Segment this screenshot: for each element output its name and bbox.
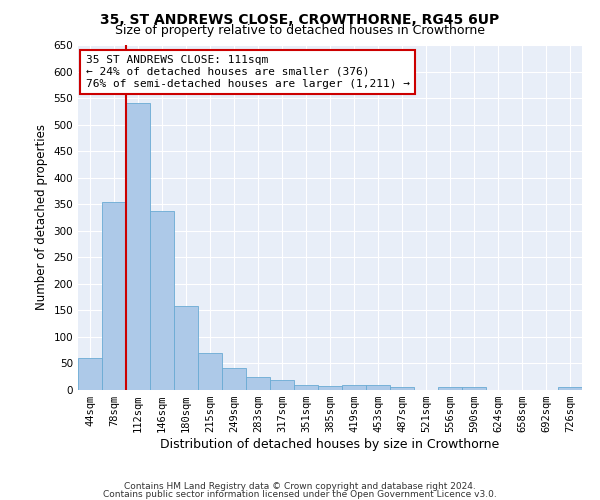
Bar bbox=[222, 368, 246, 390]
Bar bbox=[150, 210, 174, 390]
Text: Contains HM Land Registry data © Crown copyright and database right 2024.: Contains HM Land Registry data © Crown c… bbox=[124, 482, 476, 491]
Bar bbox=[270, 380, 294, 390]
Bar bbox=[198, 353, 222, 390]
Bar bbox=[462, 388, 486, 390]
Bar bbox=[294, 384, 318, 390]
Text: 35, ST ANDREWS CLOSE, CROWTHORNE, RG45 6UP: 35, ST ANDREWS CLOSE, CROWTHORNE, RG45 6… bbox=[100, 12, 500, 26]
Bar bbox=[558, 388, 582, 390]
Bar bbox=[366, 384, 390, 390]
Bar bbox=[174, 306, 198, 390]
Text: Size of property relative to detached houses in Crowthorne: Size of property relative to detached ho… bbox=[115, 24, 485, 37]
Text: Contains public sector information licensed under the Open Government Licence v3: Contains public sector information licen… bbox=[103, 490, 497, 499]
Bar bbox=[246, 376, 270, 390]
Bar bbox=[78, 358, 102, 390]
Bar bbox=[390, 388, 414, 390]
Bar bbox=[438, 388, 462, 390]
X-axis label: Distribution of detached houses by size in Crowthorne: Distribution of detached houses by size … bbox=[160, 438, 500, 451]
Bar bbox=[318, 386, 342, 390]
Bar bbox=[342, 384, 366, 390]
Text: 35 ST ANDREWS CLOSE: 111sqm
← 24% of detached houses are smaller (376)
76% of se: 35 ST ANDREWS CLOSE: 111sqm ← 24% of det… bbox=[86, 56, 410, 88]
Bar bbox=[126, 104, 150, 390]
Bar bbox=[102, 202, 126, 390]
Y-axis label: Number of detached properties: Number of detached properties bbox=[35, 124, 48, 310]
